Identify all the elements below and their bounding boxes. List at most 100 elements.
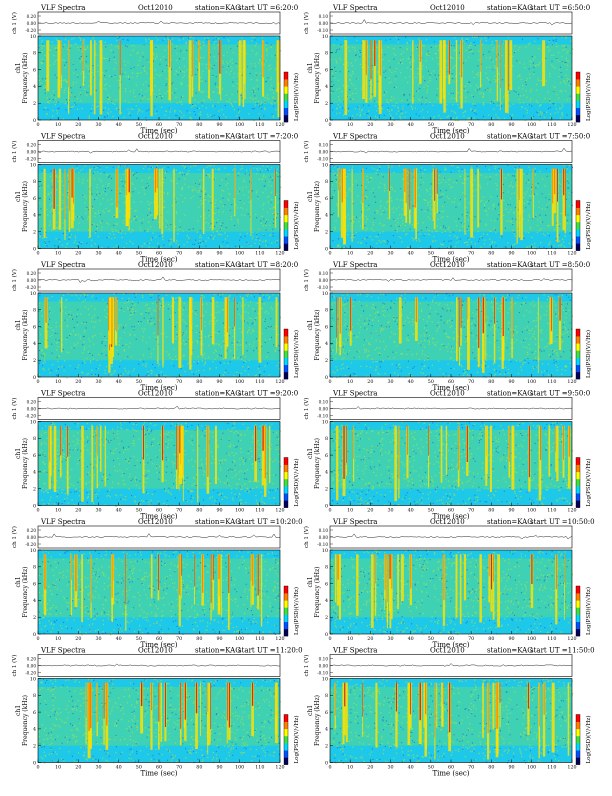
spectrogram-streak <box>91 425 94 503</box>
spectrogram-streak-core <box>334 682 336 716</box>
colorbar-frame <box>283 457 289 508</box>
spectrogram-streak-core <box>405 168 407 204</box>
x-tick-label: 20 <box>367 379 373 385</box>
colorbar-segment <box>576 493 580 501</box>
colorbar-label: Log(PSD)(V/√Hz) <box>293 330 300 378</box>
panel-date: Oct12010 <box>430 390 465 398</box>
panel-start-ut: start UT =10:50:0 <box>530 518 595 526</box>
spectrogram-streak <box>412 40 414 104</box>
y-tick-label: 8 <box>33 308 36 314</box>
spectrogram-streak <box>199 682 201 737</box>
spectrogram-streak-core <box>150 682 153 711</box>
spectrogram-streak-core <box>448 682 451 733</box>
spectrogram-streak <box>470 168 474 238</box>
colorbar-label: Log(PSD)(V/√Hz) <box>293 716 300 764</box>
x-tick-label: 80 <box>196 379 202 385</box>
spectrogram-streak <box>356 554 359 616</box>
waveform-tick-label: -0.20 <box>25 285 36 290</box>
spectrogram-streak <box>53 425 57 492</box>
panel-start-ut: start UT =7:20:0 <box>238 133 298 141</box>
colorbar-segment <box>284 221 288 230</box>
spectrogram-streak-core <box>226 297 228 333</box>
panel-date: Oct12010 <box>138 647 173 655</box>
waveform-ylabel: ch 1 (V) <box>11 655 18 677</box>
x-tick-label: 80 <box>196 765 202 771</box>
spectrogram-streak <box>445 425 448 475</box>
x-tick-label: 50 <box>136 636 142 642</box>
panel-date: Oct12010 <box>430 647 465 655</box>
waveform-ylabel: ch 1 (V) <box>303 655 310 677</box>
x-tick-label: 40 <box>408 765 414 771</box>
y-axis-label-prefix: ch1 <box>307 576 314 587</box>
panel-date: Oct12010 <box>430 4 465 12</box>
colorbar-segment <box>576 72 580 80</box>
colorbar-segment <box>284 457 288 465</box>
colorbar-segment <box>284 500 288 508</box>
colorbar-frame <box>575 457 581 508</box>
x-tick-label: 30 <box>95 508 101 514</box>
y-tick-label: 6 <box>325 196 328 202</box>
x-tick-label: 120 <box>275 251 284 257</box>
spectrogram-streak-core <box>125 554 127 605</box>
x-tick-label: 80 <box>488 379 494 385</box>
spectrogram-streak <box>564 554 566 621</box>
spectrogram-streak-core <box>415 297 418 323</box>
colorbar-frame <box>283 71 289 123</box>
spectrogram-streak <box>456 297 458 362</box>
spectrogram-streak-core <box>344 682 346 707</box>
x-tick-label: 30 <box>95 122 101 128</box>
y-tick-label: 10 <box>322 548 328 554</box>
spectrogram-streak-core <box>563 425 565 460</box>
waveform-tick-label: 0.00 <box>27 150 37 155</box>
y-tick-label: 4 <box>33 341 36 347</box>
spectrogram-streak <box>250 168 252 237</box>
x-tick-label: 80 <box>196 251 202 257</box>
y-tick-label: 0 <box>33 760 36 766</box>
waveform-ylabel: ch 1 (V) <box>11 141 18 163</box>
panel-date: Oct12010 <box>138 261 173 269</box>
x-tick-label: 60 <box>156 379 162 385</box>
x-tick-label: 20 <box>367 508 373 514</box>
spectrogram-streak <box>555 554 557 611</box>
colorbar-segment <box>284 464 288 473</box>
y-tick-label: 6 <box>325 710 328 716</box>
spectrogram-streak-core <box>362 168 364 204</box>
x-tick-label: 30 <box>387 122 393 128</box>
colorbar-label: Log(PSD)(V/√Hz) <box>293 587 300 635</box>
waveform-trace <box>38 663 280 667</box>
spectrogram-streak <box>188 40 192 104</box>
colorbar-segment <box>284 114 288 123</box>
spectrogram-streak <box>479 554 482 623</box>
spectrogram-streak <box>43 168 46 238</box>
spectrogram-streak <box>180 425 184 479</box>
colorbar-frame <box>575 328 581 380</box>
x-tick-label: 120 <box>567 508 576 514</box>
spectrogram-streak <box>207 682 210 746</box>
panel-start-ut: start UT =7:50:0 <box>530 133 590 141</box>
x-tick-label: 90 <box>216 508 222 514</box>
spectrogram-streak <box>388 168 391 220</box>
panel-title: VLF Spectra <box>40 518 85 526</box>
spectrogram-streak <box>60 297 63 353</box>
spectrogram-streak <box>500 168 503 235</box>
panel-station: station=KAG <box>487 390 533 398</box>
panel-station: station=KAG <box>195 647 241 655</box>
y-tick-label: 8 <box>325 436 328 442</box>
spectrogram-streak <box>342 168 346 245</box>
spectrogram-streak <box>240 40 242 94</box>
x-tick-label: 10 <box>347 765 353 771</box>
waveform-tick-label: 0.20 <box>27 400 37 405</box>
panel-title: VLF Spectra <box>40 133 85 141</box>
spectrogram-streak-core <box>568 425 570 457</box>
spectrogram-streak-core <box>106 682 108 726</box>
x-axis-label: Time (sec) <box>140 513 177 521</box>
x-tick-label: 90 <box>508 122 514 128</box>
spectrogram-noise-blue <box>330 293 573 378</box>
spectrogram-streak-core <box>419 682 421 721</box>
colorbar-segment <box>284 714 288 722</box>
waveform-tick-label: 0.10 <box>319 271 329 276</box>
x-tick-label: 80 <box>488 508 494 514</box>
x-tick-label: 50 <box>428 765 434 771</box>
colorbar-segment <box>284 72 288 80</box>
colorbar-segment <box>576 743 580 751</box>
